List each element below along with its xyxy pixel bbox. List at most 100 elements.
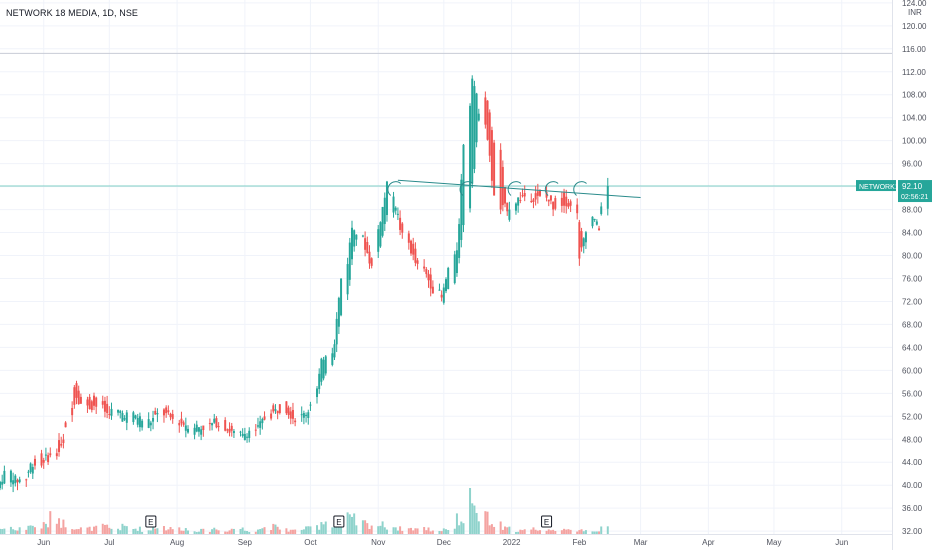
volume-bar xyxy=(508,526,511,534)
candle-body xyxy=(152,417,155,422)
volume-bar xyxy=(79,527,82,534)
candle-body xyxy=(162,409,165,416)
volume-bar xyxy=(536,530,539,534)
candle-body xyxy=(458,224,461,258)
volume-bar xyxy=(316,525,319,534)
volume-bar xyxy=(582,531,585,534)
candle-body xyxy=(521,195,524,197)
price-badge: NETWORK18 92.10 02:56:21 xyxy=(856,180,932,203)
arc-annotation[interactable] xyxy=(507,181,522,196)
candle-body xyxy=(477,113,480,121)
candle-body xyxy=(12,480,15,485)
candle-body xyxy=(412,243,415,255)
y-tick-label: 56.00 xyxy=(902,389,923,398)
volume-bar xyxy=(606,526,609,534)
candle-body xyxy=(86,399,89,406)
volume-bar xyxy=(256,529,259,534)
candle-body xyxy=(213,418,216,423)
volume-bar xyxy=(211,529,214,534)
candle-body xyxy=(392,196,395,213)
volume-bar xyxy=(156,528,159,534)
volume-bar xyxy=(521,530,524,534)
volume-bar xyxy=(270,530,273,534)
volume-bar xyxy=(396,530,399,534)
volume-bar xyxy=(239,528,242,534)
earnings-marker-box[interactable] xyxy=(333,515,345,528)
volume-bar xyxy=(431,530,434,534)
candle-body xyxy=(547,199,550,202)
candle-body xyxy=(90,401,93,411)
earnings-marker-label: E xyxy=(336,518,341,527)
volume-bar xyxy=(289,529,292,534)
volume-bar xyxy=(318,529,321,534)
candle-body xyxy=(117,409,120,413)
candle-body xyxy=(348,242,351,280)
candle-body xyxy=(58,440,61,452)
volume-bar xyxy=(285,528,288,534)
drawings xyxy=(387,179,641,199)
y-tick-label: 76.00 xyxy=(902,274,923,283)
y-tick-label: 120.00 xyxy=(902,22,927,31)
candle-body xyxy=(16,479,19,483)
candle-body xyxy=(64,422,67,428)
volume-bar xyxy=(241,527,244,534)
earnings-marker-box[interactable] xyxy=(541,515,553,528)
candle-body xyxy=(182,422,185,425)
y-tick-label: 44.00 xyxy=(902,458,923,467)
earnings-marker-box[interactable] xyxy=(145,515,157,528)
volume-bar xyxy=(215,529,218,534)
volume-bar xyxy=(423,527,426,534)
candle-body xyxy=(578,222,581,259)
volume-bar xyxy=(16,530,19,534)
candle-body xyxy=(399,217,402,230)
y-tick-label: 88.00 xyxy=(902,206,923,215)
volume-bar xyxy=(442,528,445,534)
horizontal-levels xyxy=(0,52,892,187)
arc-annotation[interactable] xyxy=(387,181,402,196)
symbol-title: NETWORK 18 MEDIA, 1D, NSE xyxy=(6,8,139,18)
candle-body xyxy=(169,413,172,418)
candle-body xyxy=(134,415,137,419)
x-tick-label: Dec xyxy=(437,538,451,547)
x-tick-label: Mar xyxy=(634,538,648,547)
arc-annotation[interactable] xyxy=(544,181,559,196)
candle-body xyxy=(246,436,249,438)
y-tick-label: 32.00 xyxy=(902,527,923,536)
volume-bar xyxy=(184,528,187,534)
trendline[interactable] xyxy=(397,179,641,199)
candle-body xyxy=(254,429,257,431)
candle-body xyxy=(25,479,28,481)
arc-annotation[interactable] xyxy=(459,181,474,196)
volume-bar xyxy=(263,527,266,534)
volume-bar xyxy=(447,529,450,534)
volume-bar xyxy=(14,530,17,534)
candle-body xyxy=(549,195,552,201)
volume-bar xyxy=(346,512,349,534)
candle-body xyxy=(47,455,50,463)
candle-body xyxy=(167,410,170,413)
volume-bar xyxy=(593,531,596,534)
x-tick-label: Jul xyxy=(104,538,114,547)
volume-bar xyxy=(501,529,504,534)
candle-body xyxy=(429,274,432,289)
candle-body xyxy=(141,420,144,428)
arc-annotation[interactable] xyxy=(573,181,587,196)
volume-bar xyxy=(287,531,290,534)
volume-bar xyxy=(471,503,474,534)
candle-body xyxy=(232,431,235,434)
volume-bar xyxy=(427,527,430,534)
volume-bar xyxy=(276,526,279,534)
volume-bar xyxy=(366,523,369,534)
candle-body xyxy=(552,201,555,210)
volume-bar xyxy=(401,530,404,534)
volume-bar xyxy=(469,488,472,534)
y-tick-label: 52.00 xyxy=(902,412,923,421)
candle-body xyxy=(469,105,472,209)
volume-bar xyxy=(302,529,305,534)
candle-body xyxy=(539,190,542,196)
volume-bar xyxy=(73,529,76,534)
candle-body xyxy=(501,166,504,206)
candle-body xyxy=(77,390,80,405)
